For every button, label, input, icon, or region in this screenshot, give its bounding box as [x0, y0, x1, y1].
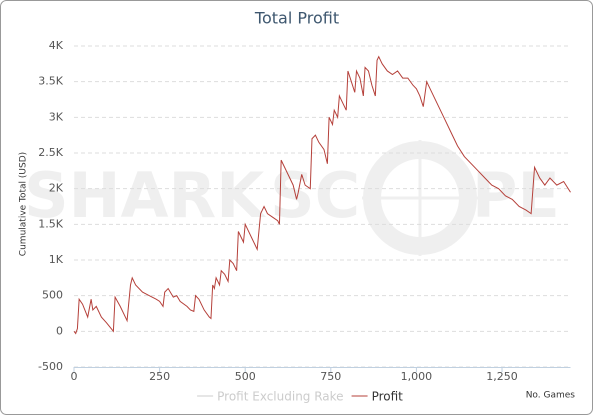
x-tick-label: 1,000 — [401, 370, 433, 383]
y-tick-label: 3K — [49, 110, 64, 123]
watermark: SHARK SC PE — [24, 140, 560, 256]
legend-label: Profit — [372, 390, 404, 404]
y-tick-label: 0 — [56, 324, 63, 337]
y-tick-label: 1.5K — [38, 217, 63, 230]
watermark-text: SHARK — [24, 159, 266, 232]
y-tick-label: 2.5K — [38, 146, 63, 159]
watermark-text: SC — [270, 159, 360, 232]
y-tick-label: 2K — [49, 182, 64, 195]
y-tick-label: -500 — [38, 360, 63, 373]
x-axis-label: No. Games — [526, 391, 576, 401]
x-tick-label: 500 — [235, 370, 256, 383]
x-tick-label: 250 — [149, 370, 170, 383]
y-tick-label: 500 — [42, 289, 63, 302]
legend-label: Profit Excluding Rake — [217, 390, 343, 404]
profit-line — [73, 55, 571, 335]
y-tick-label: 3.5K — [38, 75, 63, 88]
watermark-text: PE — [472, 159, 560, 232]
y-tick-label: 4K — [49, 39, 64, 52]
y-axis-label: Cumulative Total (USD) — [19, 152, 29, 256]
x-tick-label: 750 — [320, 370, 341, 383]
y-tick-label: 1K — [49, 253, 64, 266]
watermark-scope — [363, 141, 477, 255]
x-tick-label: 1,250 — [486, 370, 518, 383]
chart-title: Total Profit — [254, 9, 339, 28]
legend: Profit Excluding Rake Profit — [197, 390, 403, 404]
x-tick-label: 0 — [71, 370, 78, 383]
